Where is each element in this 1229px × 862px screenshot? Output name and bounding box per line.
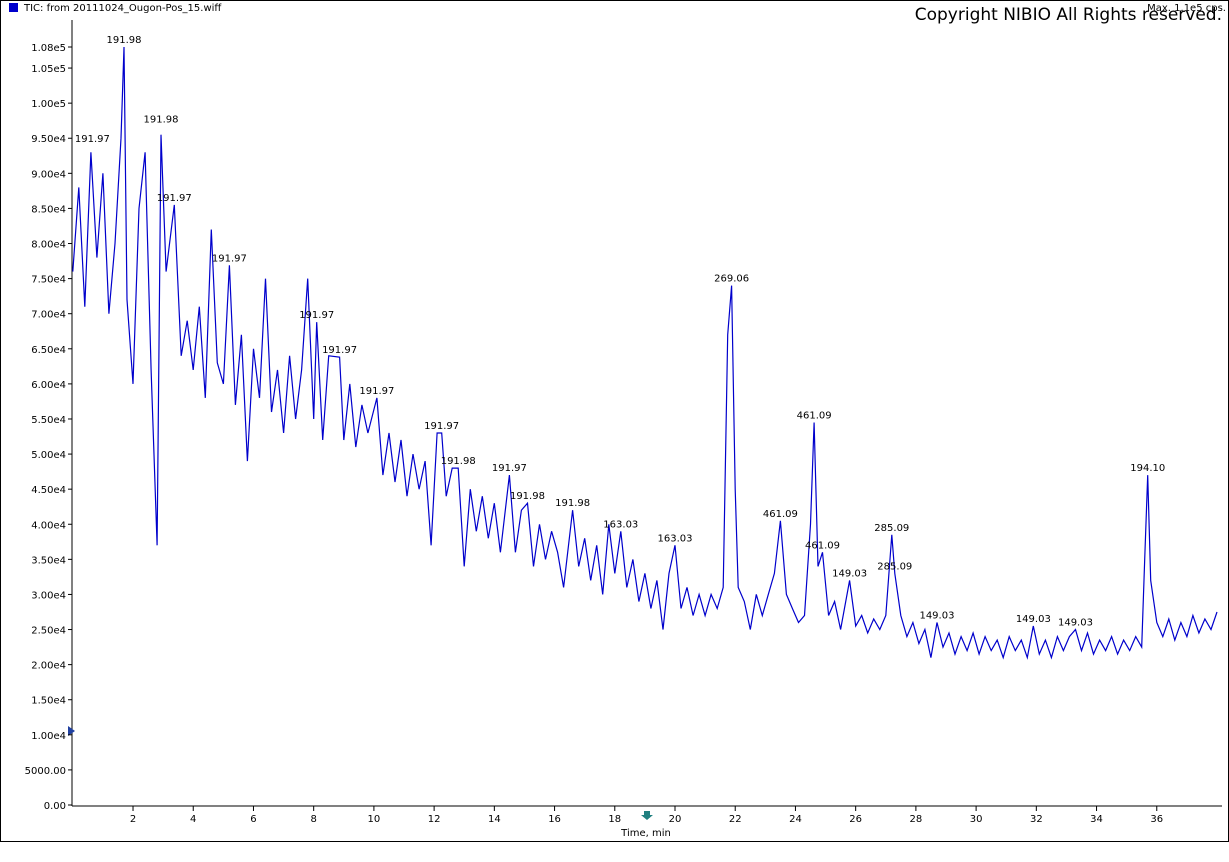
peak-label: 461.09: [763, 509, 798, 520]
peak-label: 191.97: [424, 421, 459, 432]
peak-label: 163.03: [658, 533, 693, 544]
y-tick-label: 1.00e4: [31, 731, 66, 742]
y-tick-label: 3.50e4: [31, 555, 66, 566]
peak-label: 191.97: [299, 310, 334, 321]
peak-label: 149.03: [1058, 618, 1093, 629]
x-tick-label: 24: [789, 814, 802, 825]
x-tick-label: 14: [488, 814, 501, 825]
peak-label: 191.97: [75, 134, 110, 145]
x-tick-label: 10: [368, 814, 381, 825]
peak-label: 285.09: [874, 523, 909, 534]
tic-trace: [72, 46, 1218, 660]
x-tick-label: 8: [310, 814, 316, 825]
peak-label: 191.98: [441, 456, 476, 467]
peak-label: 191.97: [212, 253, 247, 264]
y-tick-label: 6.00e4: [31, 380, 66, 391]
legend-label: TIC: from 20111024_Ougon-Pos_15.wiff: [23, 3, 222, 14]
peak-label: 461.09: [797, 410, 832, 421]
y-tick-label: 1.00e5: [31, 99, 66, 110]
peak-label: 191.98: [106, 35, 141, 46]
x-tick-label: 30: [970, 814, 983, 825]
y-tick-label: 5000.00: [25, 766, 66, 777]
peak-label: 285.09: [877, 561, 912, 572]
y-tick-label: 0.00: [44, 801, 66, 812]
x-tick-label: 32: [1030, 814, 1043, 825]
legend-swatch: [9, 3, 18, 12]
peak-label: 191.98: [555, 498, 590, 509]
x-tick-label: 26: [849, 814, 862, 825]
peak-label: 269.06: [714, 274, 749, 285]
frame: [0, 0, 1229, 842]
x-tick-label: 20: [669, 814, 682, 825]
peak-label: 191.97: [492, 463, 527, 474]
x-tick-label: 16: [548, 814, 561, 825]
x-tick-label: 28: [910, 814, 923, 825]
y-tick-label: 8.50e4: [31, 204, 66, 215]
y-tick-label: 5.50e4: [31, 415, 66, 426]
y-tick-label: 1.05e5: [31, 64, 66, 75]
y-tick-label: 5.00e4: [31, 450, 66, 461]
peak-label: 163.03: [603, 519, 638, 530]
y-tick-label: 9.50e4: [31, 134, 66, 145]
peak-label: 149.03: [1016, 614, 1051, 625]
peak-label: 191.97: [359, 386, 394, 397]
max-label: Max. 1.1e5 cps.: [1147, 3, 1226, 14]
x-tick-label: 4: [190, 814, 196, 825]
peak-label: 194.10: [1130, 463, 1165, 474]
peak-label: 191.97: [157, 193, 192, 204]
x-tick-label: 36: [1150, 814, 1163, 825]
y-tick-label: 6.50e4: [31, 345, 66, 356]
peak-label: 191.98: [144, 114, 179, 125]
y-tick-label: 4.50e4: [31, 485, 66, 496]
y-tick-label: 7.50e4: [31, 275, 66, 286]
x-tick-label: 12: [428, 814, 441, 825]
x-tick-label: 18: [608, 814, 621, 825]
peak-label: 149.03: [832, 568, 867, 579]
x-tick-label: 34: [1090, 814, 1103, 825]
y-tick-label: 3.00e4: [31, 590, 66, 601]
peak-label: 149.03: [919, 611, 954, 622]
marker-triangle: [68, 726, 75, 736]
peak-label: 191.98: [510, 491, 545, 502]
peak-label: 461.09: [805, 540, 840, 551]
x-tick-label: 22: [729, 814, 742, 825]
y-tick-label: 9.00e4: [31, 169, 66, 180]
x-axis-label: Time, min: [620, 828, 671, 839]
x-tick-label: 2: [130, 814, 136, 825]
x-tick-label: 6: [250, 814, 256, 825]
y-tick-label: 8.00e4: [31, 240, 66, 251]
copyright: Copyright NIBIO All Rights reserved.: [915, 5, 1222, 25]
peak-label: 191.97: [322, 345, 357, 356]
y-tick-label: 1.08e5: [31, 43, 66, 54]
marker-arrow: [641, 811, 653, 820]
y-tick-label: 1.50e4: [31, 696, 66, 707]
y-tick-label: 2.50e4: [31, 626, 66, 637]
y-tick-label: 2.00e4: [31, 661, 66, 672]
y-tick-label: 4.00e4: [31, 520, 66, 531]
y-tick-label: 7.00e4: [31, 310, 66, 321]
